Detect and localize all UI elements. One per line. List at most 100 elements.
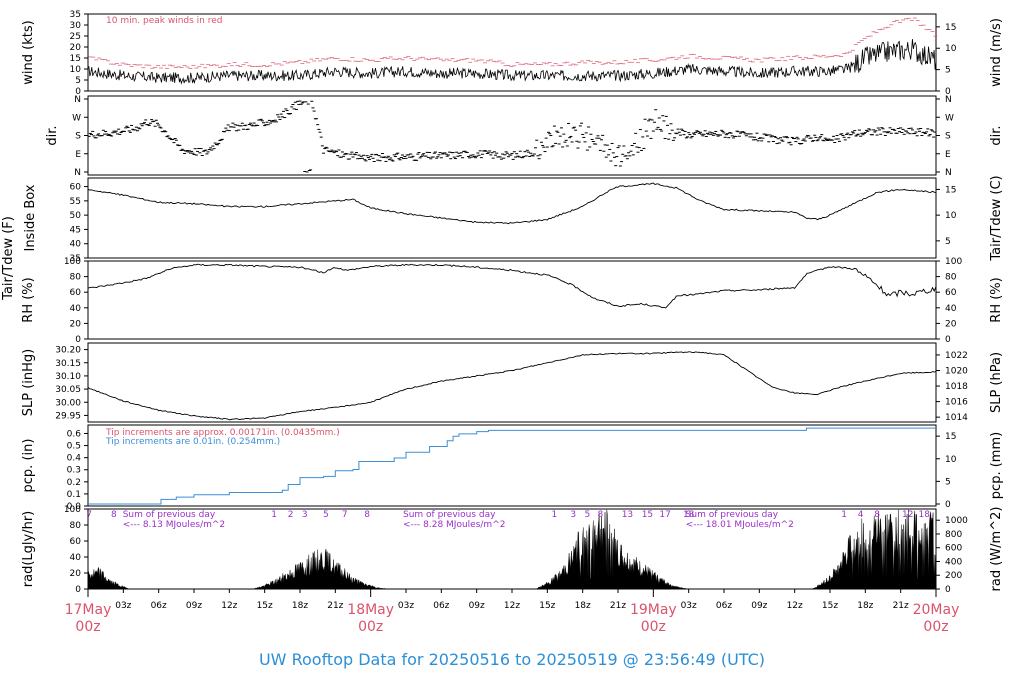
rad-hour-mark: 2 bbox=[288, 510, 294, 520]
rad-left-label: rad(Lgly/hr) bbox=[21, 511, 36, 587]
wind-left-tick-label: 15 bbox=[70, 54, 81, 64]
pcp-right-tick-label: 0 bbox=[945, 500, 951, 510]
wind-left-tick-label: 10 bbox=[70, 65, 82, 75]
x-day-label: 18May bbox=[347, 602, 394, 618]
dir-left-tick-label: N bbox=[74, 168, 81, 178]
rad-hour-mark: 8 bbox=[364, 510, 370, 520]
wind-right-tick-label: 5 bbox=[945, 66, 951, 76]
rh-series bbox=[87, 263, 937, 309]
x-hour-tick-label: 09z bbox=[186, 601, 202, 611]
x-hour-tick-label: 03z bbox=[398, 601, 414, 611]
rad-sum-value: <--- 8.28 MJoules/m^2 bbox=[403, 520, 505, 530]
temp-right-label: Tair/Tdew (C) bbox=[989, 175, 1004, 261]
rad-hour-mark: 18 bbox=[683, 510, 695, 520]
pcp-left-tick-label: 0.0 bbox=[67, 502, 82, 512]
temp-right-tick-label: 10 bbox=[945, 211, 957, 221]
dir-right-tick-label: N bbox=[945, 95, 952, 105]
rh-right-tick-label: 20 bbox=[945, 319, 957, 329]
temp-outer-label: Tair/Tdew (F) bbox=[1, 216, 16, 301]
dir-series bbox=[87, 100, 937, 173]
x-hour-tick-label: 06z bbox=[433, 601, 449, 611]
slp-right-tick-label: 1016 bbox=[945, 398, 968, 408]
rh-left-tick-label: 100 bbox=[64, 257, 81, 267]
rad-hour-mark: 17 bbox=[659, 510, 670, 520]
slp-left-tick-label: 30.20 bbox=[55, 346, 81, 356]
x-hour-tick-label: 21z bbox=[327, 601, 343, 611]
slp-panel-frame bbox=[87, 342, 937, 423]
wind-peak-series bbox=[88, 17, 938, 69]
pcp-left-tick-label: 0.4 bbox=[67, 454, 82, 464]
rad-right-tick-label: 1000 bbox=[945, 516, 968, 526]
x-hour-tick-label: 21z bbox=[893, 601, 909, 611]
rad-left-tick-label: 40 bbox=[70, 553, 82, 563]
rad-left-tick-label: 80 bbox=[70, 521, 82, 531]
wind-left-tick-label: 30 bbox=[70, 21, 82, 31]
rad-right-tick-label: 600 bbox=[945, 544, 962, 554]
wind-left-tick-label: 0 bbox=[75, 87, 81, 97]
x-axis: 03z 06z 09z 12z 15z 18z 21z 03z 06z 09z 12z 15z 18z 2… bbox=[65, 589, 960, 635]
pcp-panel-frame bbox=[87, 424, 937, 507]
rh-left-label: RH (%) bbox=[21, 277, 36, 322]
rad-hour-mark: 15 bbox=[642, 510, 653, 520]
rh-right-label: RH (%) bbox=[989, 277, 1004, 322]
rad-right-tick-label: 200 bbox=[945, 571, 962, 581]
slp-left-tick-label: 30.00 bbox=[55, 398, 81, 408]
x-hour-tick-label: 21z bbox=[610, 601, 626, 611]
dir-left-tick-label: W bbox=[72, 113, 81, 123]
slp-left-tick-label: 29.95 bbox=[55, 411, 81, 421]
wind-speed-series bbox=[87, 38, 937, 85]
dir-right-label: dir. bbox=[989, 125, 1004, 145]
rad-hour-mark: 7 bbox=[86, 510, 92, 520]
rad-hour-mark: 1 bbox=[271, 510, 277, 520]
dir-right-tick-label: N bbox=[945, 168, 952, 178]
rh-left-tick-label: 20 bbox=[70, 319, 82, 329]
rh-panel-frame bbox=[87, 260, 937, 340]
rad-right-tick-label: 0 bbox=[945, 585, 951, 595]
wind-left-tick-label: 35 bbox=[70, 10, 81, 20]
slp-right-tick-label: 1014 bbox=[945, 413, 968, 423]
x-hour-tick-label: 12z bbox=[787, 601, 803, 611]
rad-right-label: rad (W/m^2) bbox=[989, 507, 1004, 592]
wind-right-tick-label: 10 bbox=[945, 44, 957, 54]
x-day-label: 19May bbox=[630, 602, 677, 618]
wind-right-tick-label: 0 bbox=[945, 87, 951, 97]
temp-series bbox=[87, 182, 937, 225]
rad-hour-mark: 5 bbox=[323, 510, 329, 520]
x-hour-tick-label: 18z bbox=[857, 601, 873, 611]
rad-sum-value: <--- 8.13 MJoules/m^2 bbox=[123, 520, 225, 530]
pcp-left-tick-label: 0.1 bbox=[67, 490, 81, 500]
rad-hour-mark: 4 bbox=[858, 510, 864, 520]
rad-hour-mark: 1 bbox=[841, 510, 847, 520]
rad-hour-mark: 3 bbox=[570, 510, 576, 520]
rad-sum-value: <--- 18.01 MJoules/m^2 bbox=[686, 520, 794, 530]
temp-panel-frame bbox=[87, 177, 937, 259]
temp-left-tick-label: 55 bbox=[70, 197, 81, 207]
temp-left-tick-label: 50 bbox=[70, 211, 82, 221]
rad-sum-label: Sum of previous day bbox=[403, 510, 496, 520]
temp-left-tick-label: 45 bbox=[70, 225, 81, 235]
rh-right-tick-label: 100 bbox=[945, 257, 962, 267]
pcp-right-tick-label: 15 bbox=[945, 432, 956, 442]
x-day-label: 20May bbox=[913, 602, 960, 618]
x-day-sublabel: 00z bbox=[923, 619, 948, 635]
wind-left-label: wind (kts) bbox=[21, 20, 36, 84]
wind-right-tick-label: 15 bbox=[945, 23, 956, 33]
x-hour-tick-label: 18z bbox=[292, 601, 308, 611]
rad-right-tick-label: 400 bbox=[945, 557, 962, 567]
rad-hour-mark: 13 bbox=[622, 510, 633, 520]
wind-left-tick-label: 25 bbox=[70, 32, 81, 42]
rad-left-tick-label: 60 bbox=[70, 537, 82, 547]
dir-left-label: dir. bbox=[45, 125, 60, 145]
wind-panel-frame bbox=[87, 13, 937, 92]
x-day-sublabel: 00z bbox=[75, 619, 100, 635]
slp-right-label: SLP (hPa) bbox=[989, 352, 1004, 413]
slp-right-tick-label: 1018 bbox=[945, 382, 968, 392]
pcp-right-tick-label: 10 bbox=[945, 455, 957, 465]
rad-hour-mark: 12 bbox=[902, 510, 913, 520]
rh-right-tick-label: 80 bbox=[945, 273, 957, 283]
x-hour-tick-label: 15z bbox=[822, 601, 838, 611]
pcp-left-tick-label: 0.3 bbox=[67, 466, 81, 476]
pcp-note-red: Tip increments are approx. 0.00171in. (0… bbox=[105, 428, 340, 438]
rad-hour-mark: 8 bbox=[874, 510, 880, 520]
